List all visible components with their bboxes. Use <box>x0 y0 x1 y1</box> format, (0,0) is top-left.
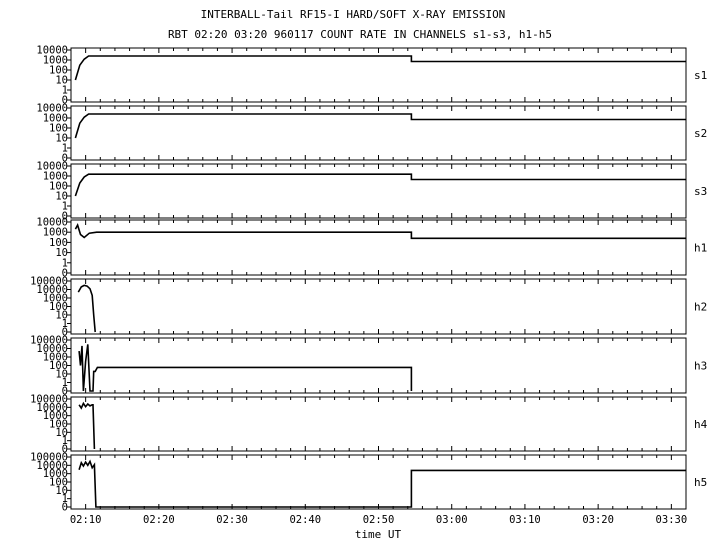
panel-frame <box>70 337 687 394</box>
y-tick-label: 100 <box>49 237 68 249</box>
y-tick-label: 10000 <box>36 45 68 57</box>
channel-label-s2: s2 <box>694 127 707 140</box>
channel-label-h2: h2 <box>694 301 707 314</box>
y-tick-label: 0 <box>62 444 68 456</box>
y-tick-label: 100 <box>49 123 68 135</box>
y-tick-label: 1000 <box>43 55 68 67</box>
y-tick-label: 1 <box>62 318 68 330</box>
y-tick-label: 1 <box>62 377 68 389</box>
series-line-h2 <box>77 284 96 333</box>
y-tick-label: 0 <box>62 502 68 514</box>
panel-group: 1000010001001010s11000010001001010s21000… <box>30 45 708 514</box>
y-tick-label: 100000 <box>30 394 68 406</box>
y-tick-label: 1 <box>62 257 68 269</box>
series-line-h5 <box>78 459 686 508</box>
x-tick-label: 02:30 <box>216 514 248 526</box>
channel-label-h1: h1 <box>694 242 707 255</box>
y-tick-label: 10 <box>55 485 68 497</box>
panel-frame <box>70 396 687 452</box>
y-tick-label: 100 <box>49 477 68 489</box>
y-tick-label: 100000 <box>30 452 68 464</box>
x-tick-label: 03:20 <box>582 514 614 526</box>
y-tick-label: 10000 <box>36 460 68 472</box>
series-line-h4 <box>78 401 96 450</box>
x-tick-label: 02:50 <box>363 514 395 526</box>
chart-subtitle: RBT 02:20 03:20 960117 COUNT RATE IN CHA… <box>168 28 552 41</box>
y-tick-label: 100 <box>49 65 68 77</box>
y-tick-label: 0 <box>62 268 68 280</box>
y-tick-label: 1 <box>62 85 68 97</box>
y-tick-label: 100 <box>49 360 68 372</box>
panel-frame <box>70 454 687 510</box>
y-tick-label: 100000 <box>30 276 68 288</box>
y-tick-label: 1 <box>62 435 68 447</box>
y-tick-label: 10000 <box>36 402 68 414</box>
channel-label-h4: h4 <box>694 418 708 431</box>
x-tick-label: 02:20 <box>143 514 175 526</box>
channel-label-h5: h5 <box>694 476 707 489</box>
y-tick-label: 0 <box>62 386 68 398</box>
channel-label-s1: s1 <box>694 69 707 82</box>
y-tick-label: 10000 <box>36 161 68 173</box>
y-tick-label: 1 <box>62 143 68 155</box>
y-tick-label: 1000 <box>43 352 68 364</box>
y-tick-label: 1000 <box>43 227 68 239</box>
y-tick-label: 1 <box>62 493 68 505</box>
y-tick-label: 100 <box>49 181 68 193</box>
y-tick-label: 10000 <box>36 217 68 229</box>
x-axis-label: time UT <box>355 528 402 541</box>
panel-frame <box>70 219 687 276</box>
y-tick-label: 1000 <box>43 468 68 480</box>
channel-label-h3: h3 <box>694 360 707 373</box>
series-line-s2 <box>74 113 686 139</box>
x-tick-label: 02:10 <box>70 514 102 526</box>
y-tick-label: 10000 <box>36 284 68 296</box>
y-tick-label: 1000 <box>43 113 68 125</box>
y-tick-label: 0 <box>62 95 68 107</box>
y-tick-label: 10 <box>55 191 68 203</box>
series-line-s3 <box>74 173 686 197</box>
y-tick-label: 10 <box>55 310 68 322</box>
series-line-h3 <box>78 344 413 392</box>
y-tick-label: 1000 <box>43 171 68 183</box>
y-tick-label: 100 <box>49 301 68 313</box>
series-line-h1 <box>74 223 686 240</box>
y-tick-label: 1000 <box>43 293 68 305</box>
y-tick-label: 100000 <box>30 335 68 347</box>
x-tick-label: 03:10 <box>509 514 541 526</box>
y-tick-label: 10 <box>55 75 68 87</box>
y-tick-label: 10 <box>55 427 68 439</box>
panel-frame <box>70 278 687 335</box>
y-tick-label: 100 <box>49 419 68 431</box>
x-axis: 02:10 02:20 02:30 02:40 02:50 03:00 03:10 03:20… <box>70 514 687 526</box>
y-tick-label: 10 <box>55 133 68 145</box>
y-tick-label: 10 <box>55 369 68 381</box>
x-tick-label: 02:40 <box>289 514 321 526</box>
x-tick-label: 03:30 <box>656 514 688 526</box>
y-tick-label: 1000 <box>43 410 68 422</box>
panel-frame <box>70 163 687 219</box>
channel-label-s3: s3 <box>694 185 707 198</box>
chart-title: INTERBALL-Tail RF15-I HARD/SOFT X-RAY EM… <box>201 8 506 21</box>
series-line-s1 <box>74 55 686 81</box>
y-tick-label: 10000 <box>36 103 68 115</box>
y-tick-label: 0 <box>62 153 68 165</box>
y-tick-label: 0 <box>62 211 68 223</box>
y-tick-label: 1 <box>62 201 68 213</box>
x-tick-label: 03:00 <box>436 514 468 526</box>
y-tick-label: 0 <box>62 327 68 339</box>
y-tick-label: 10000 <box>36 343 68 355</box>
y-tick-label: 10 <box>55 247 68 259</box>
